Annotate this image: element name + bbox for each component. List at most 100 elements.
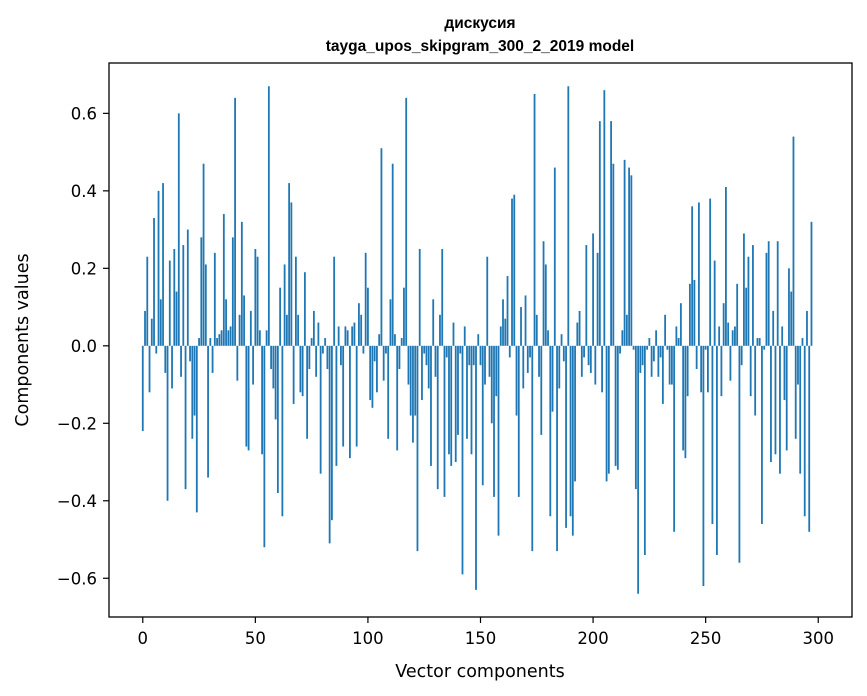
bar-140: [457, 345, 459, 435]
bar-238: [677, 338, 680, 346]
bar-159: [499, 326, 502, 346]
bar-254: [713, 260, 716, 346]
bar-197: [585, 245, 588, 346]
bar-207: [607, 345, 610, 474]
bar-31: [211, 345, 214, 373]
bar-93: [351, 326, 354, 346]
bar-95: [355, 345, 358, 447]
bar-67: [292, 345, 295, 404]
bar-13: [171, 345, 173, 389]
bar-136: [448, 345, 450, 455]
bar-156: [493, 345, 495, 497]
bar-76: [312, 310, 315, 346]
bar-151: [481, 345, 484, 486]
bars-group: [141, 86, 813, 594]
bar-181: [549, 345, 552, 517]
bar-177: [540, 345, 543, 435]
bar-259: [725, 186, 727, 346]
bar-101: [369, 345, 372, 401]
bar-108: [385, 345, 387, 354]
bar-96: [358, 303, 360, 346]
bar-69: [297, 314, 300, 346]
bar-267: [743, 233, 745, 346]
bar-216: [628, 167, 630, 346]
bar-257: [720, 345, 723, 397]
bar-271: [752, 245, 754, 346]
bar-9: [162, 183, 164, 346]
bar-215: [625, 314, 628, 346]
bar-225: [648, 338, 651, 346]
bar-202: [596, 252, 599, 346]
bar-141: [459, 345, 462, 354]
bar-188: [565, 345, 567, 528]
bar-239: [679, 303, 682, 346]
bar-11: [166, 345, 169, 501]
bar-89: [342, 345, 345, 447]
bar-68: [294, 256, 297, 346]
bar-236: [673, 345, 676, 532]
bar-242: [686, 345, 689, 397]
bar-217: [630, 175, 633, 346]
bar-224: [646, 345, 649, 350]
bar-18: [182, 245, 185, 346]
bar-135: [445, 345, 448, 358]
bar-265: [738, 345, 741, 563]
bar-228: [655, 330, 658, 346]
bar-191: [571, 345, 574, 536]
bar-226: [650, 345, 653, 377]
bar-94: [353, 322, 356, 346]
bar-64: [285, 314, 288, 346]
bar-248: [700, 345, 703, 393]
bar-283: [779, 345, 781, 474]
bar-104: [376, 345, 378, 393]
bar-230: [659, 345, 662, 358]
bar-113: [396, 345, 399, 451]
bar-186: [560, 334, 563, 346]
bar-233: [666, 345, 669, 350]
bar-115: [400, 338, 403, 346]
bar-37: [225, 299, 227, 346]
bar-164: [511, 198, 513, 346]
bar-144: [466, 345, 468, 439]
bar-5: [153, 217, 155, 346]
bar-206: [605, 345, 608, 482]
bar-59: [274, 345, 277, 420]
bar-80: [321, 345, 324, 354]
bar-149: [477, 334, 480, 346]
bar-133: [441, 248, 444, 346]
bar-219: [634, 345, 637, 490]
bar-158: [497, 345, 500, 536]
bar-102: [371, 345, 374, 408]
bar-172: [529, 345, 531, 358]
bar-201: [594, 345, 597, 385]
bar-77: [315, 345, 318, 377]
bar-124: [421, 345, 423, 401]
bar-53: [261, 345, 263, 455]
bar-153: [486, 256, 489, 346]
bar-212: [619, 345, 621, 354]
bar-269: [747, 256, 750, 346]
bar-205: [603, 90, 606, 346]
bar-32: [213, 252, 216, 346]
bar-75: [310, 338, 313, 346]
bar-7: [157, 190, 160, 346]
bar-240: [682, 345, 685, 451]
bar-187: [562, 345, 565, 362]
bar-166: [515, 345, 518, 416]
bar-263: [734, 326, 736, 346]
y-tick-label: 0.2: [71, 259, 97, 278]
bar-288: [790, 291, 793, 346]
bar-154: [488, 345, 491, 377]
bar-199: [589, 345, 592, 373]
bar-256: [718, 326, 721, 346]
x-axis-label: Vector components: [395, 662, 564, 682]
bar-282: [776, 241, 779, 346]
bar-157: [495, 345, 498, 397]
bar-45: [243, 295, 245, 346]
bar-262: [731, 330, 734, 346]
bar-237: [675, 326, 678, 346]
bar-48: [249, 310, 252, 346]
bar-276: [763, 345, 766, 350]
bar-168: [520, 307, 522, 346]
bar-88: [340, 345, 342, 366]
